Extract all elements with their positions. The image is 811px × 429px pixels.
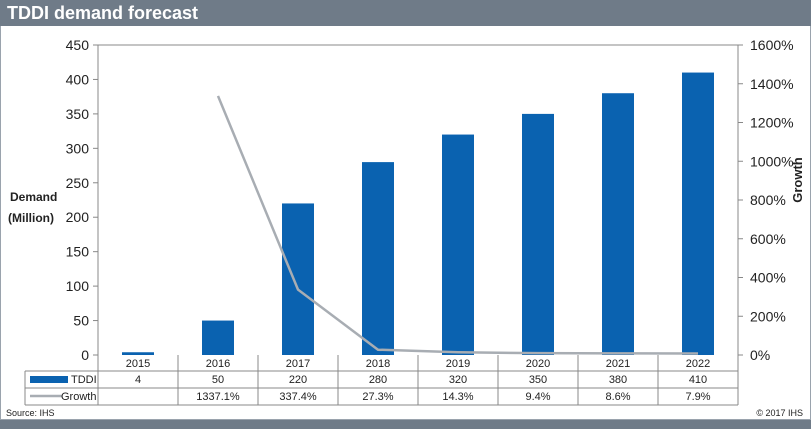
bar-2022 xyxy=(682,72,714,356)
right-tick-label: 1400% xyxy=(750,76,794,92)
left-tick-label: 300 xyxy=(66,140,90,156)
category-label: 2018 xyxy=(366,358,390,370)
right-tick-label: 800% xyxy=(750,192,786,208)
category-label: 2020 xyxy=(526,358,550,370)
tddi-value: 280 xyxy=(369,374,387,386)
growth-value: 14.3% xyxy=(442,391,473,403)
left-tick-label: 0 xyxy=(81,347,89,363)
y2-axis-label: Growth xyxy=(790,157,805,203)
tddi-value: 350 xyxy=(529,374,547,386)
right-tick-label: 0% xyxy=(750,347,770,363)
legend-tddi-swatch xyxy=(30,376,68,383)
footer-bar xyxy=(0,420,811,429)
left-tick-label: 50 xyxy=(73,313,89,329)
left-tick-label: 150 xyxy=(66,244,90,260)
left-tick-label: 250 xyxy=(66,175,90,191)
bar-2017 xyxy=(282,203,314,355)
y-axis-label-line1: Demand xyxy=(10,190,57,204)
bar-2018 xyxy=(362,162,394,355)
left-tick-label: 400 xyxy=(66,71,90,87)
legend-growth-label: Growth xyxy=(61,391,96,403)
category-label: 2016 xyxy=(206,358,230,370)
category-label: 2019 xyxy=(446,358,470,370)
y-axis-label-line2: (Million) xyxy=(8,211,54,225)
growth-value: 27.3% xyxy=(362,391,393,403)
growth-value: 8.6% xyxy=(605,391,630,403)
chart-title: TDDI demand forecast xyxy=(7,3,199,23)
right-tick-label: 1200% xyxy=(750,115,794,131)
right-tick-label: 600% xyxy=(750,231,786,247)
tddi-value: 320 xyxy=(449,374,467,386)
bar-2016 xyxy=(202,320,234,355)
left-tick-label: 100 xyxy=(66,278,90,294)
tddi-value: 220 xyxy=(289,374,307,386)
tddi-value: 410 xyxy=(689,374,707,386)
category-label: 2015 xyxy=(126,358,150,370)
growth-value: 9.4% xyxy=(525,391,550,403)
copyright-note: © 2017 IHS xyxy=(756,408,803,418)
category-label: 2022 xyxy=(686,358,710,370)
tddi-value: 4 xyxy=(135,374,141,386)
legend-tddi-label: TDDI xyxy=(71,374,97,386)
category-label: 2017 xyxy=(286,358,310,370)
left-tick-label: 350 xyxy=(66,106,90,122)
growth-value: 7.9% xyxy=(685,391,710,403)
bar-2019 xyxy=(442,134,474,355)
header-bar: TDDI demand forecast xyxy=(0,0,811,26)
right-tick-label: 400% xyxy=(750,270,786,286)
left-tick-label: 200 xyxy=(66,209,90,225)
category-label: 2021 xyxy=(606,358,630,370)
tddi-value: 50 xyxy=(212,374,224,386)
right-tick-label: 1600% xyxy=(750,37,794,53)
bar-2015 xyxy=(122,352,154,355)
source-note: Source: IHS xyxy=(6,408,55,418)
bar-2020 xyxy=(522,113,554,355)
tddi-value: 380 xyxy=(609,374,627,386)
growth-value: 337.4% xyxy=(279,391,317,403)
growth-value: 1337.1% xyxy=(196,391,240,403)
growth-line xyxy=(216,95,699,355)
left-tick-label: 450 xyxy=(66,37,90,53)
bar-2021 xyxy=(602,93,634,355)
right-tick-label: 1000% xyxy=(750,153,794,169)
right-tick-label: 200% xyxy=(750,308,786,324)
